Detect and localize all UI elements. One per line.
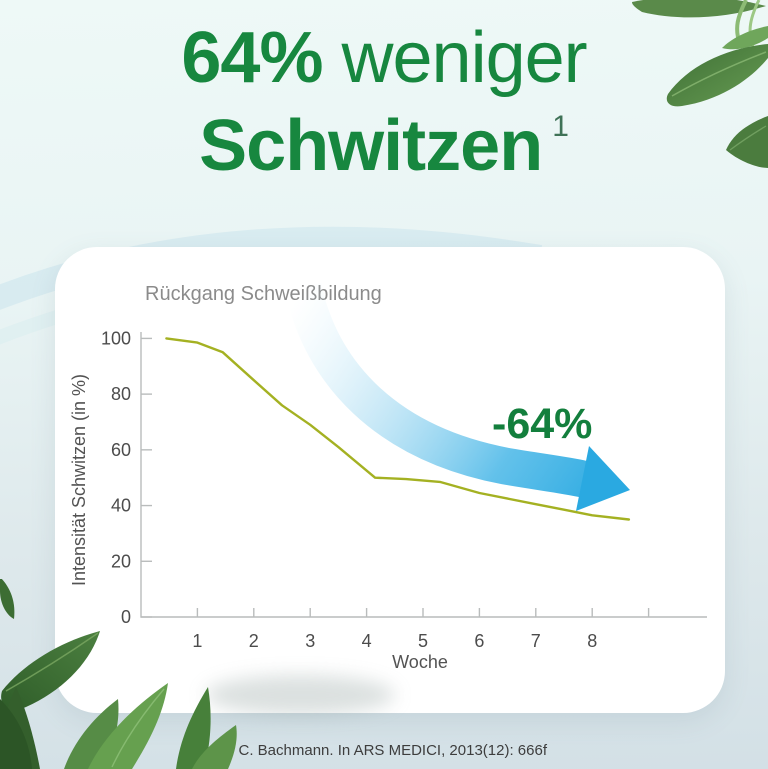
x-ticks: 1 2 3 4 5 6 7 8 (192, 608, 650, 651)
x-axis-label: Woche (392, 652, 448, 672)
sweat-reduction-chart: Rückgang Schweißbildung Intensität Schwi… (69, 282, 707, 672)
x-tick-label: 8 (587, 631, 597, 651)
trend-arrow-head (576, 446, 630, 511)
x-tick-label: 2 (249, 631, 259, 651)
y-ticks: 0 20 40 60 80 100 (101, 328, 152, 627)
source-footnote: 1) C. Bachmann. In ARS MEDICI, 2013(12):… (221, 742, 547, 759)
chart-card: Rückgang Schweißbildung Intensität Schwi… (55, 247, 725, 713)
y-axis-label: Intensität Schwitzen (in %) (69, 374, 89, 586)
headline: 64% weniger Schwitzen 1 (0, 22, 768, 197)
axes (140, 332, 707, 618)
footnote-marker: 1 (552, 110, 569, 143)
headline-weniger: weniger (341, 18, 587, 98)
headline-line2: Schwitzen 1 (0, 110, 768, 197)
y-tick-label: 100 (101, 328, 131, 348)
leaf-icon (0, 579, 15, 619)
headline-percent: 64% (181, 18, 323, 98)
x-tick-label: 4 (362, 631, 372, 651)
annotation-minus-64-percent: -64% (492, 400, 592, 448)
y-tick-label: 80 (111, 384, 131, 404)
data-line (165, 337, 631, 521)
trend-arrow-shaft (284, 282, 588, 498)
x-tick-label: 6 (474, 631, 484, 651)
y-tick-label: 60 (111, 440, 131, 460)
headline-line1: 64% weniger (0, 22, 768, 94)
headline-schwitzen: Schwitzen (199, 106, 543, 186)
headline-rest (322, 18, 341, 98)
x-tick-label: 5 (418, 631, 428, 651)
chart-title: Rückgang Schweißbildung (145, 283, 382, 305)
y-tick-label: 0 (121, 607, 131, 627)
y-tick-label: 40 (111, 496, 131, 516)
y-tick-label: 20 (111, 551, 131, 571)
x-tick-label: 3 (305, 631, 315, 651)
x-tick-label: 7 (531, 631, 541, 651)
leaf-icon (632, 0, 766, 18)
trend-arrow (284, 282, 630, 511)
x-tick-label: 1 (192, 631, 202, 651)
